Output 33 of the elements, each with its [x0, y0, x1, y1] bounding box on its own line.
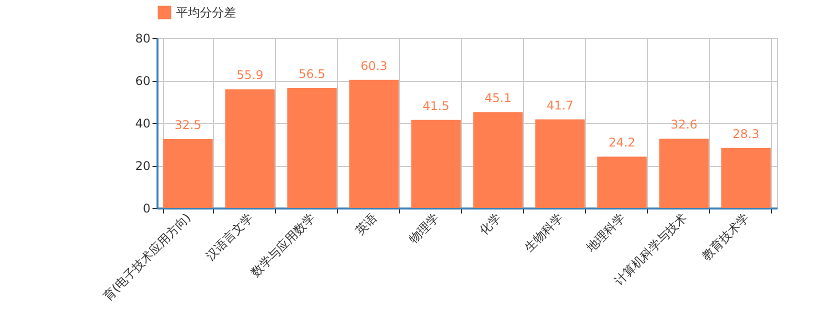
y-tick-label: 20: [135, 159, 150, 173]
x-tick-label: 化学: [476, 210, 504, 238]
data-label: 45.1: [484, 91, 512, 106]
data-label: 28.3: [732, 126, 760, 141]
bar: [597, 156, 647, 208]
data-label: 32.5: [174, 118, 202, 132]
bar: [349, 80, 399, 208]
bar: [535, 119, 585, 208]
data-label: 41.5: [422, 98, 450, 113]
y-tick-label: 40: [135, 116, 150, 130]
y-tick-label: 80: [135, 32, 150, 46]
data-label: 32.6: [670, 118, 698, 132]
y-tick-label: 60: [135, 74, 150, 88]
bar: [411, 120, 461, 208]
x-tick-label: 生物科学: [522, 210, 566, 254]
legend-label: 平均分分差: [176, 6, 236, 20]
bar: [721, 148, 771, 208]
data-label: 56.5: [298, 66, 326, 81]
data-label: 41.7: [546, 98, 574, 112]
x-tick-label: 教育技术学: [699, 210, 752, 263]
x-tick-label: 英语: [352, 210, 380, 238]
bar: [163, 138, 213, 208]
x-tick-label: 汉语言文学: [203, 210, 256, 263]
x-tick-label: 物理学: [406, 210, 442, 246]
y-tick-label: 0: [142, 202, 150, 216]
data-label: 24.2: [608, 136, 636, 150]
bar: [225, 89, 275, 208]
bar: [473, 112, 523, 208]
data-label: 55.9: [236, 68, 264, 82]
x-tick-label: 地理科学: [582, 210, 628, 256]
bar: [287, 88, 337, 208]
data-label: 60.3: [360, 58, 388, 73]
bar: [659, 138, 709, 208]
